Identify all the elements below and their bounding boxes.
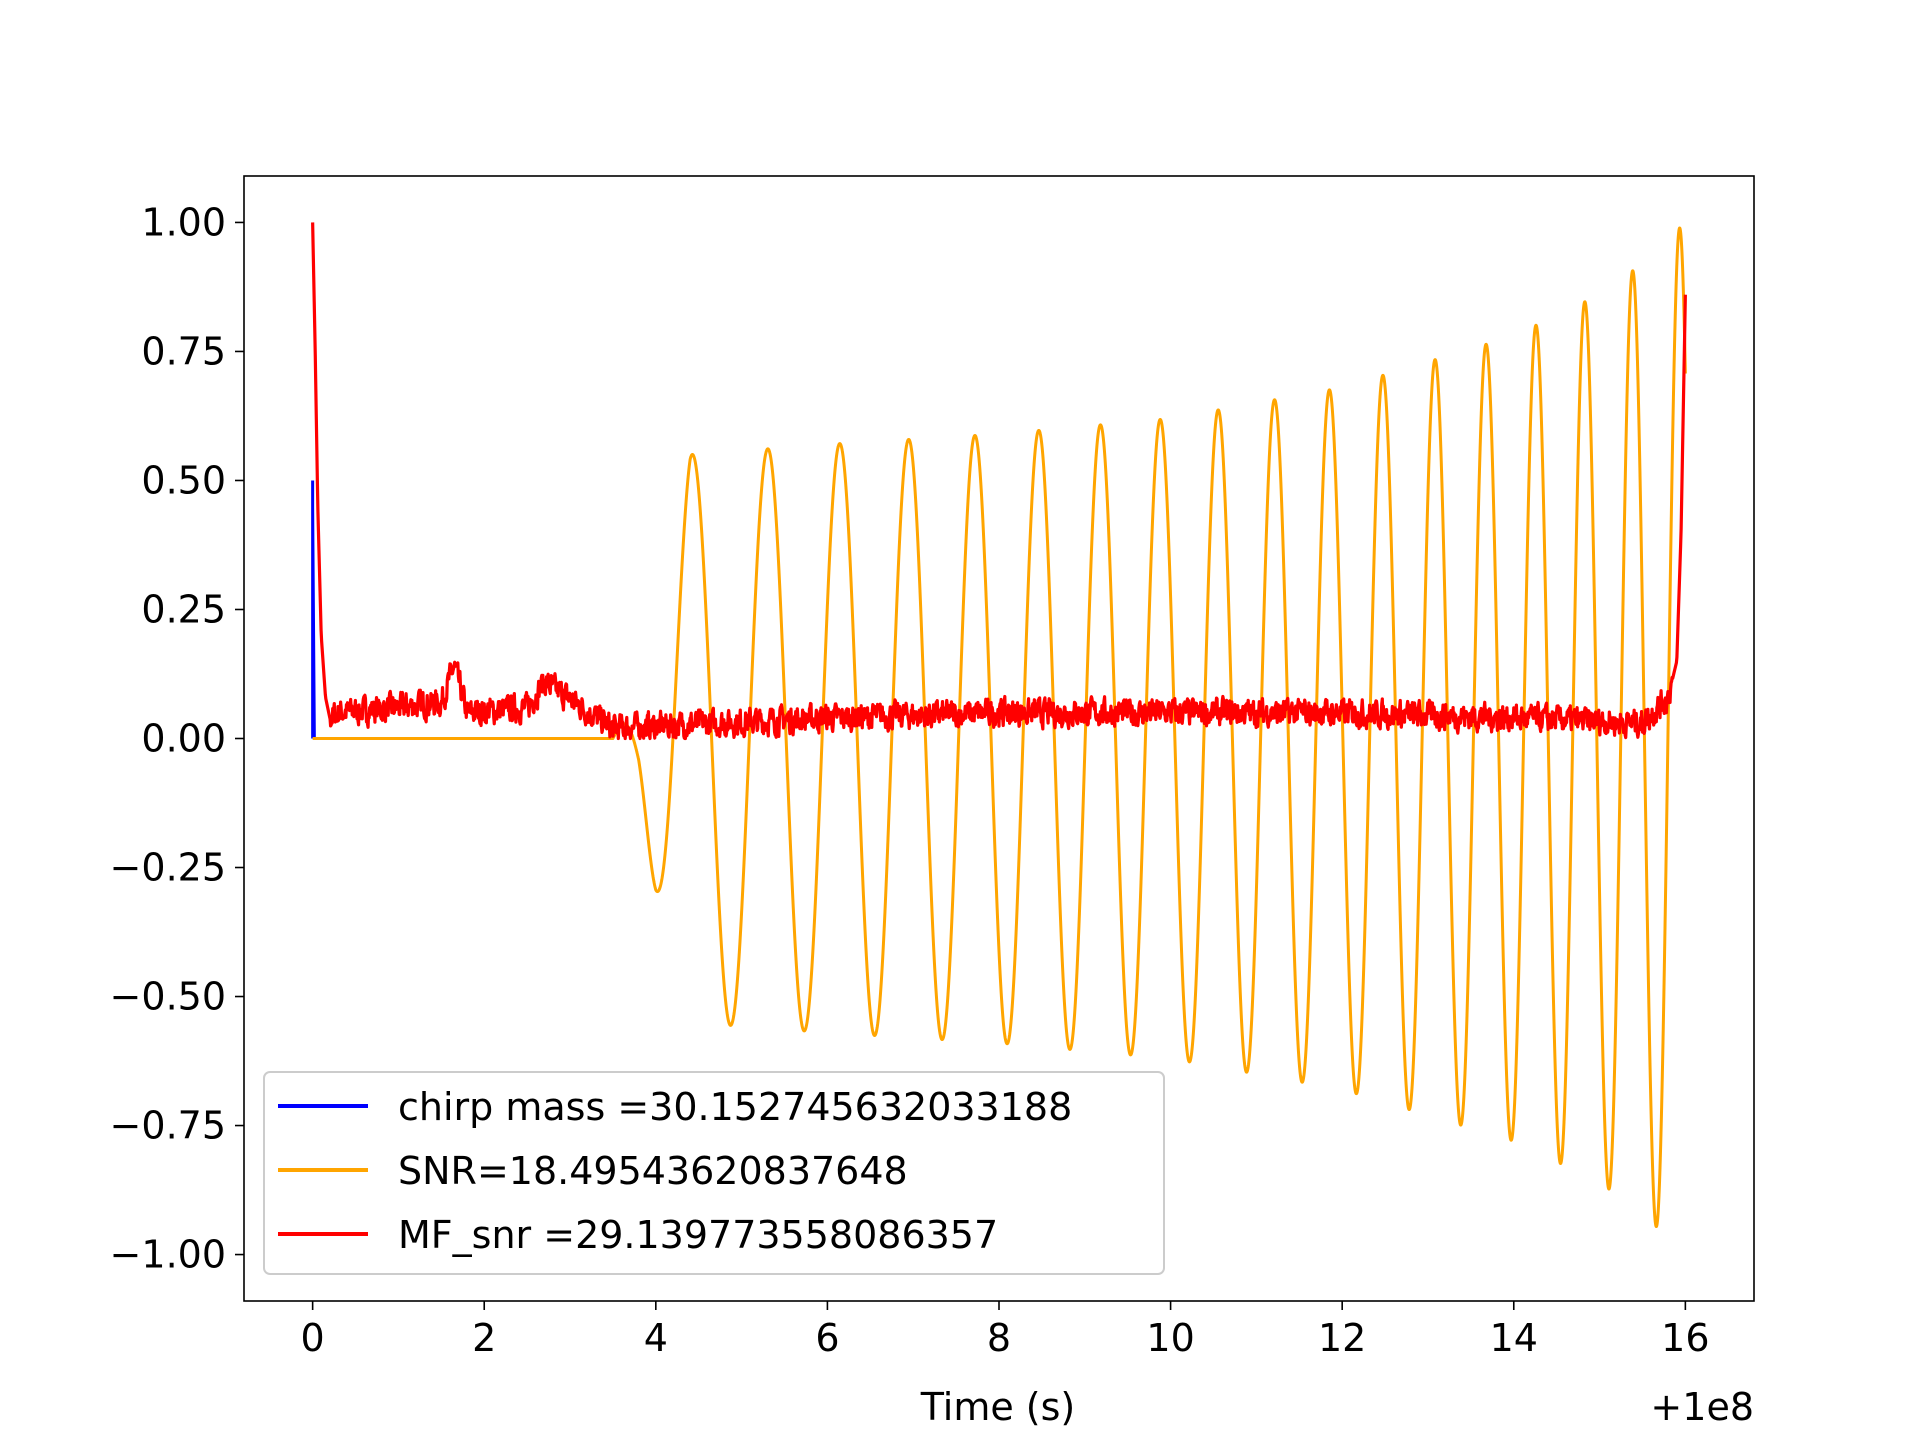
y-tick-label: −0.50 xyxy=(110,975,226,1019)
series-line-snr xyxy=(312,226,1687,1229)
series-line-mf-snr xyxy=(311,222,1687,741)
legend-box xyxy=(263,1071,1165,1275)
x-tick-label: 12 xyxy=(1318,1316,1366,1360)
x-tick-label: 8 xyxy=(987,1316,1011,1360)
x-ticks: 0 2 4 6 8 10 12 14 16 xyxy=(301,1301,1710,1360)
series-line-chirp-mass xyxy=(311,480,316,739)
y-tick-label: 0.25 xyxy=(141,587,226,631)
x-tick-label: 10 xyxy=(1146,1316,1194,1360)
legend-label: MF_snr =29.139773558086357 xyxy=(398,1213,998,1257)
y-tick-label: −1.00 xyxy=(110,1233,226,1277)
legend-label: SNR=18.49543620837648 xyxy=(398,1149,908,1193)
x-tick-label: 4 xyxy=(644,1316,668,1360)
y-tick-label: 1.00 xyxy=(141,200,226,244)
y-tick-label: 0.75 xyxy=(141,329,226,373)
y-tick-label: 0.00 xyxy=(141,717,226,761)
x-tick-label: 16 xyxy=(1661,1316,1709,1360)
y-tick-label: 0.50 xyxy=(141,458,226,502)
legend-label: chirp mass =30.152745632033188 xyxy=(398,1085,1072,1129)
legend: chirp mass =30.152745632033188 SNR=18.495… xyxy=(263,1071,1165,1275)
y-tick-label: −0.75 xyxy=(110,1104,226,1148)
x-offset-label: +1e8 xyxy=(1650,1385,1754,1429)
series-layer xyxy=(311,222,1687,1229)
x-tick-label: 14 xyxy=(1490,1316,1538,1360)
x-tick-label: 6 xyxy=(815,1316,839,1360)
y-tick-label: −0.25 xyxy=(110,846,226,890)
y-ticks: 1.00 0.75 0.50 0.25 0.00 −0.25 −0.50 −0.75 −1.00 xyxy=(110,200,244,1277)
x-tick-label: 2 xyxy=(472,1316,496,1360)
x-axis-label: Time (s) xyxy=(920,1385,1076,1429)
x-tick-label: 0 xyxy=(301,1316,325,1360)
